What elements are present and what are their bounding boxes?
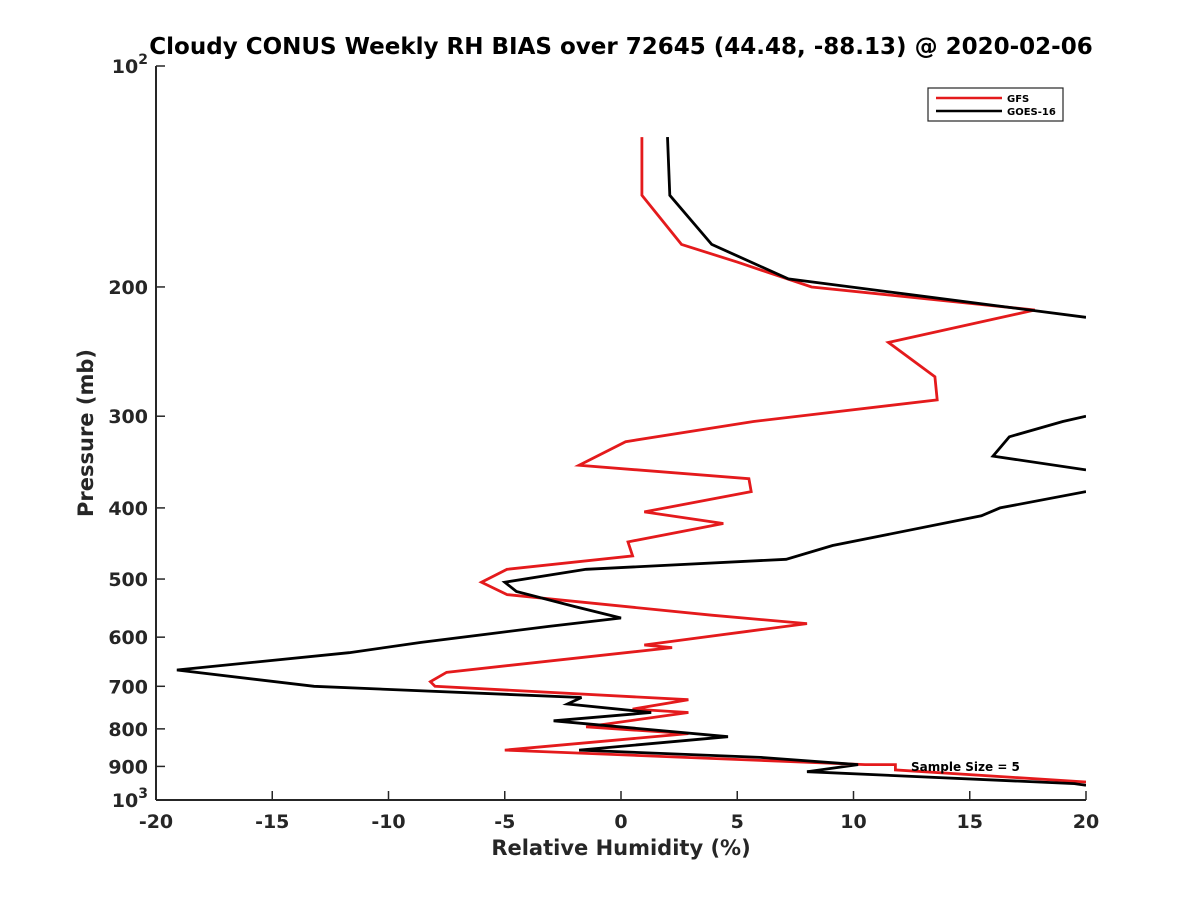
- x-axis-label: Relative Humidity (%): [491, 836, 750, 860]
- y-axis-label: Pressure (mb): [74, 349, 98, 517]
- y-tick-label: 800: [108, 719, 148, 741]
- y-tick-label: 700: [108, 676, 148, 698]
- legend-label-goes16: GOES-16: [1007, 107, 1056, 118]
- y-tick-label: 600: [108, 627, 148, 649]
- legend-box: [927, 87, 1064, 122]
- x-tick-label: 20: [1073, 811, 1099, 833]
- x-tick-label: 0: [614, 811, 627, 833]
- y-tick-label: 102: [112, 52, 148, 78]
- series-line-goes-16: [176, 137, 1086, 787]
- series-lines: [176, 137, 1086, 787]
- x-tick-label: 10: [840, 811, 866, 833]
- y-tick-label: 103: [112, 786, 148, 812]
- x-tick-label: -20: [139, 811, 173, 833]
- x-tick-label: -15: [255, 811, 289, 833]
- x-tick-label: 5: [731, 811, 744, 833]
- y-tick-label: 400: [108, 498, 148, 520]
- x-tick-label: -5: [494, 811, 515, 833]
- legend-label-gfs: GFS: [1007, 94, 1029, 105]
- plot-area: [156, 66, 1086, 800]
- series-line-gfs: [428, 137, 1086, 784]
- x-tick-label: -10: [371, 811, 405, 833]
- y-tick-label: 900: [108, 756, 148, 778]
- x-tick-label: 15: [957, 811, 983, 833]
- legend: GFS GOES-16: [927, 87, 1064, 122]
- y-tick-label: 500: [108, 569, 148, 591]
- y-ticks: 102 200 300 400 500 600 700 800 900 103: [108, 52, 165, 812]
- y-tick-label: 300: [108, 406, 148, 428]
- y-tick-label: 200: [108, 277, 148, 299]
- sample-size-annotation: Sample Size = 5: [911, 760, 1020, 774]
- x-ticks: -20 -15 -10 -5 0 5 10 15 20: [139, 791, 1099, 833]
- chart-title: Cloudy CONUS Weekly RH BIAS over 72645 (…: [149, 34, 1092, 60]
